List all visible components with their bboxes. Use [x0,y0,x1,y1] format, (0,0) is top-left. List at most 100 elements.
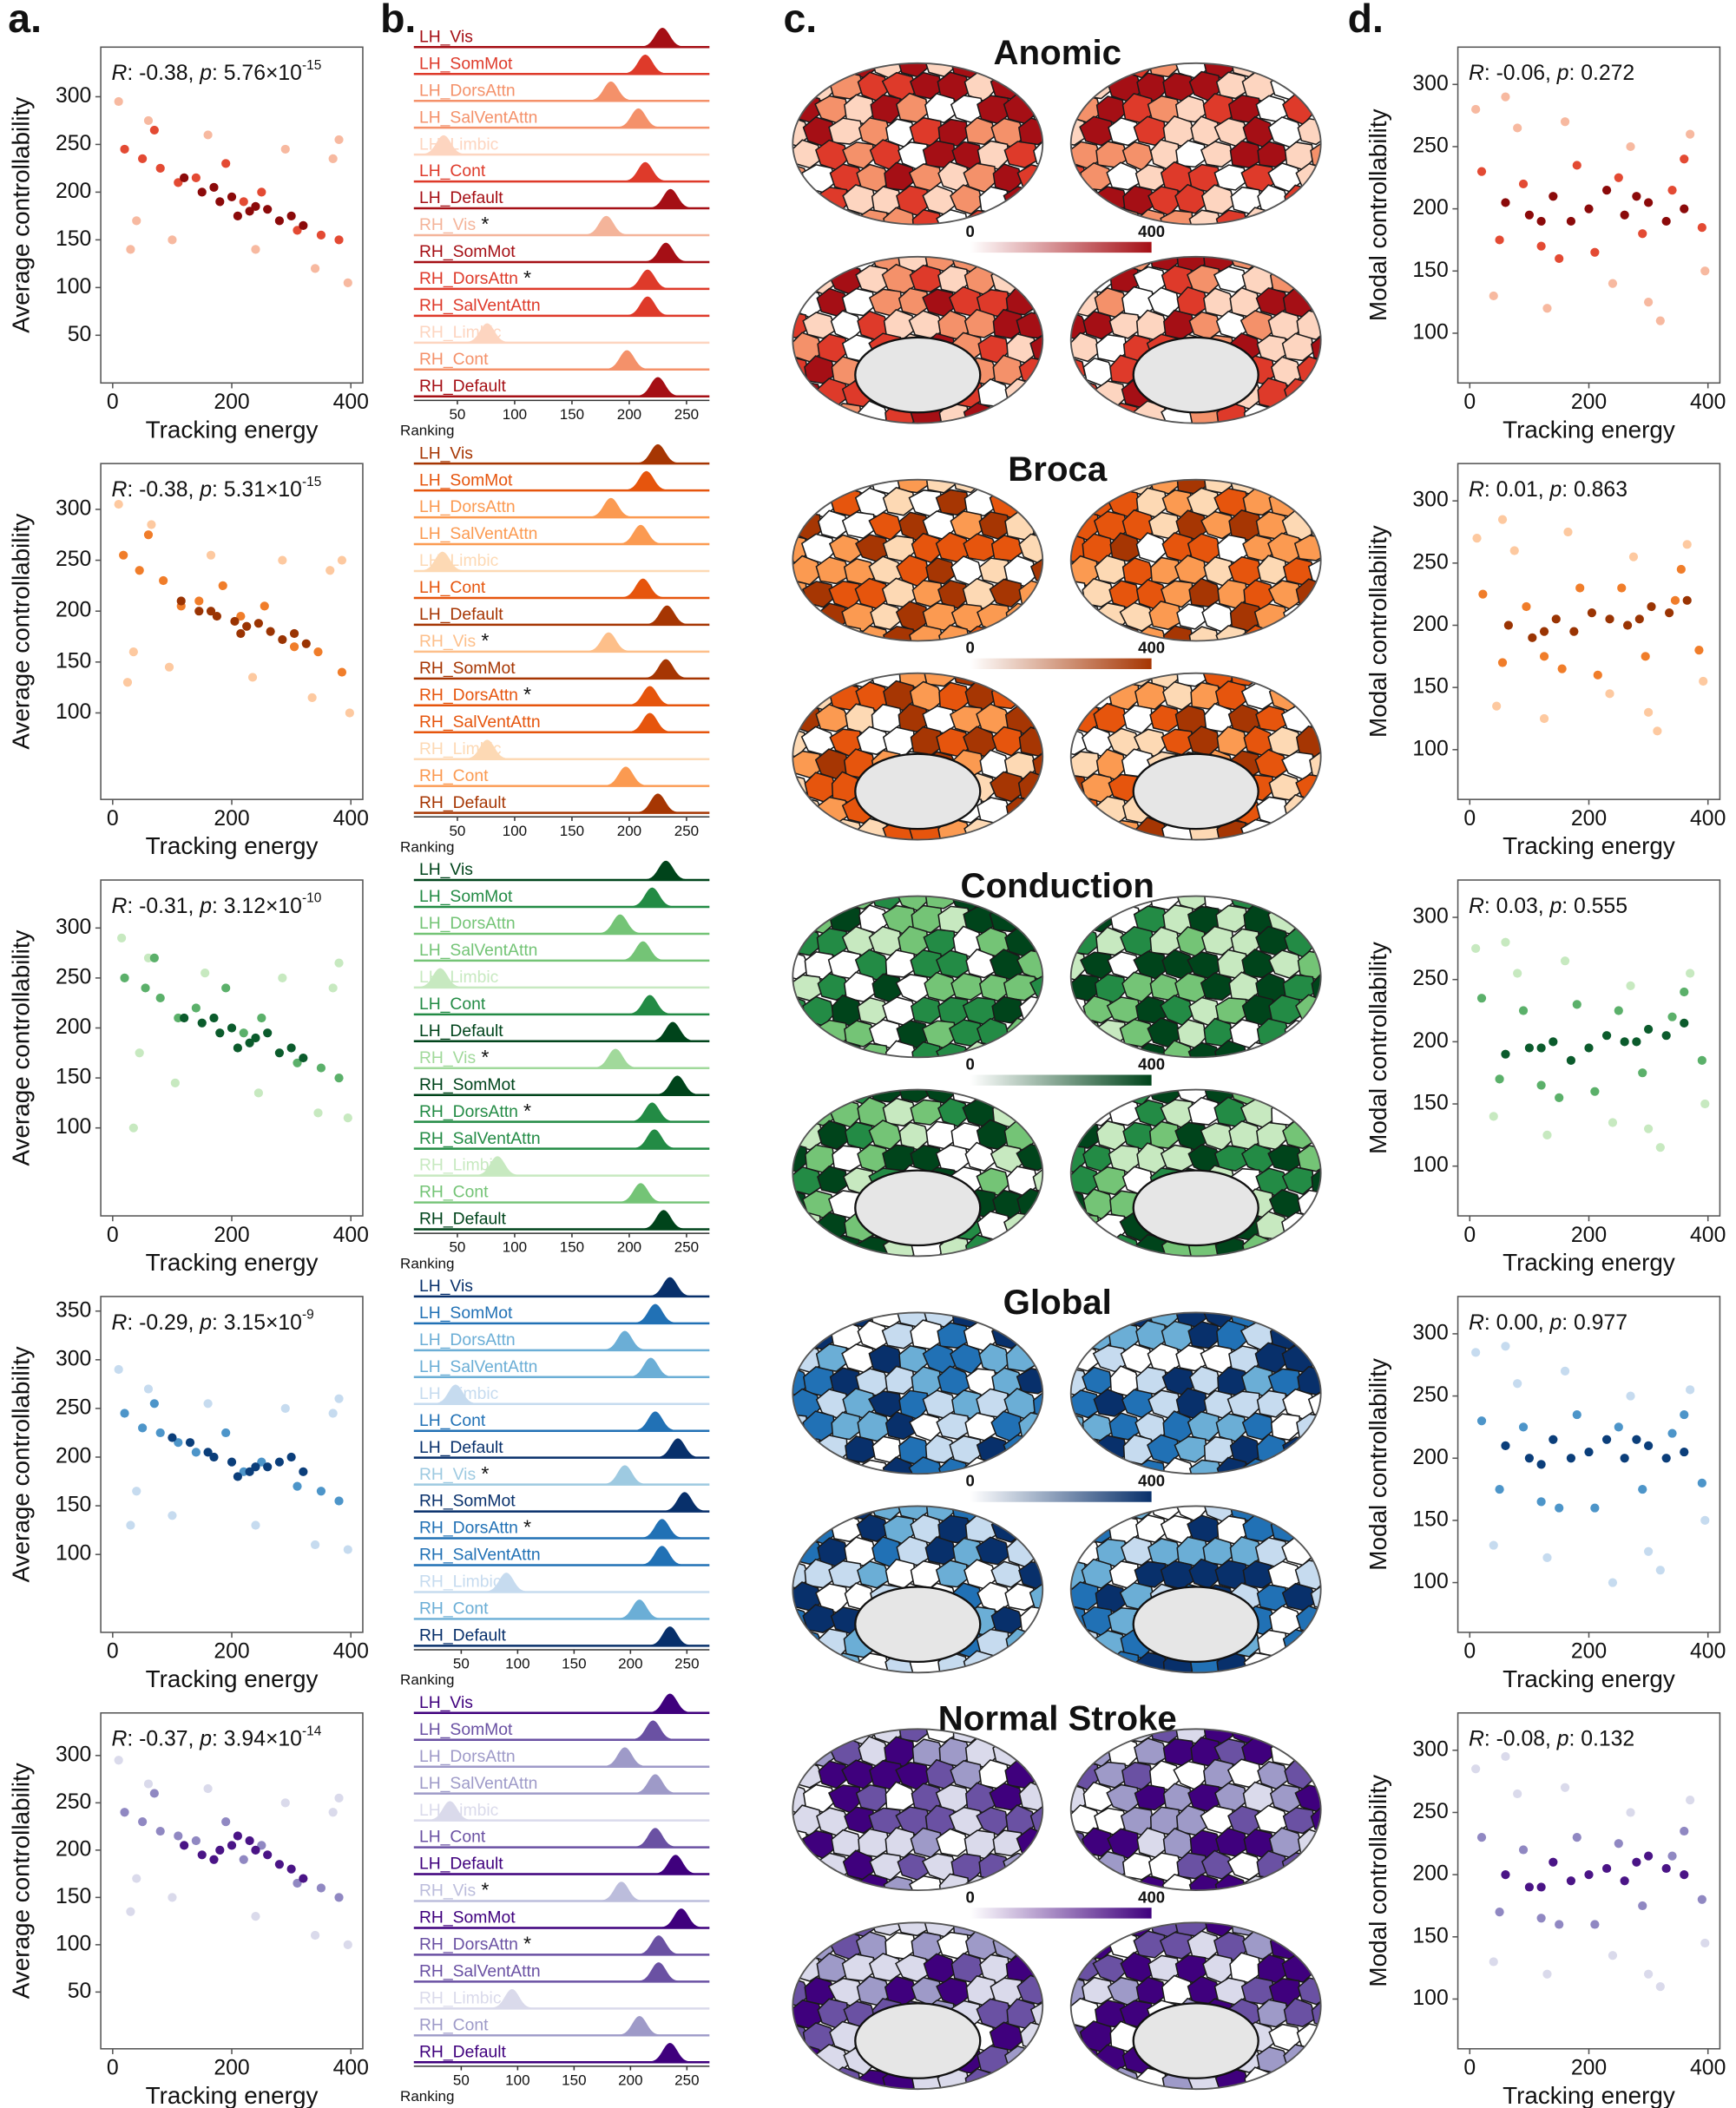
ridge-peak [640,1546,684,1566]
parcel [952,479,983,494]
point [1471,1348,1481,1357]
parcel [990,1041,1024,1058]
medial-wall [1132,1586,1259,1664]
ridge-label: RH_Default [419,1626,507,1645]
parcel [870,94,902,124]
medial-wall [1132,336,1259,414]
y-tick-label: 300 [56,496,91,520]
point [1584,1447,1594,1457]
parcel [792,186,794,216]
point [1471,104,1481,115]
network-name: RH_Limbic [419,1573,502,1592]
parcel [828,117,865,145]
ridge-label: LH_SalVentAttn [419,1774,537,1793]
point [1572,1000,1581,1009]
network-name: RH_DorsAttn [419,1102,518,1121]
r-value: : -0.06, [1484,62,1557,85]
parcel [1016,2069,1043,2090]
point [301,639,311,648]
parcel [1030,1434,1043,1465]
point [1572,1409,1581,1420]
point [1590,1920,1600,1929]
parcel [792,1041,809,1058]
parcel [792,795,799,825]
point [313,1108,323,1118]
point [257,1457,266,1467]
y-tick-label: 100 [1412,1153,1448,1177]
parcel [792,673,825,687]
point [120,144,129,154]
point [1513,123,1522,133]
ridge-peak [641,1210,686,1231]
parcel [792,380,795,410]
parcel [992,1649,1026,1673]
parcel [1134,164,1168,192]
point [1680,1826,1689,1836]
parcel [1256,62,1290,78]
parcel [1296,625,1321,641]
point [245,1038,254,1047]
brain-outline [1069,1728,1322,1892]
parcel [1293,1455,1321,1474]
point [280,1403,290,1414]
y-tick-label: 150 [1412,1092,1448,1115]
ridge-peak [623,161,667,182]
parcel [1031,1628,1043,1659]
ridge-peak [621,578,666,599]
parcel [1093,1388,1128,1417]
ridge-peak [617,2015,661,2036]
parcel [1003,1852,1040,1880]
y-tick-label: 50 [68,323,92,346]
point [227,1023,237,1033]
point [280,144,290,154]
parcel [1308,479,1321,494]
y-tick-label: 250 [1412,967,1448,990]
point [1605,689,1614,699]
parcel [937,1651,970,1673]
parcel [1296,1319,1321,1350]
point [343,1113,352,1123]
parcel [792,2066,811,2090]
parcel [816,479,851,493]
point [1601,1031,1612,1041]
parcel [1070,187,1076,216]
ridge-peak [635,377,681,397]
point [170,1078,180,1087]
parcel [832,1145,865,1172]
x-tick-label: 250 [674,2072,699,2088]
point [1501,198,1510,207]
r-value: : 0.01, [1484,478,1550,502]
brain [792,256,1043,424]
parcel [868,1953,904,1982]
parcel [1310,1954,1321,1983]
plot-frame [1457,46,1721,384]
network-name: RH_Limbic [419,1989,502,2008]
parcel [1070,602,1076,632]
colorbar-tick-label: 0 [965,1055,974,1074]
parcel [1016,1042,1043,1058]
parcel [925,557,957,585]
network-name: LH_DorsAttn [419,1747,516,1766]
parcel [1283,1997,1318,2028]
parcel [975,1536,1010,1566]
parcel [1092,1166,1127,1196]
point [1539,652,1549,661]
point [143,1384,154,1394]
parcel [1080,161,1114,191]
parcel [1311,62,1321,79]
parcel [963,308,999,338]
y-tick-label: 150 [56,1494,91,1517]
parcel [1268,1039,1305,1058]
point [1513,1379,1522,1389]
brain-outline [1069,672,1322,841]
point [1617,583,1627,593]
ridge-peak [654,1855,698,1875]
network-name: LH_Default [419,1855,503,1874]
parcel [1308,1312,1321,1327]
r-symbol: R [1469,895,1484,918]
point [1539,627,1549,636]
x-tick-label: 0 [1463,1224,1476,1247]
ridge-peak [603,766,648,787]
network-name: RH_Limbic [419,1156,502,1175]
parcel [884,1781,917,1811]
